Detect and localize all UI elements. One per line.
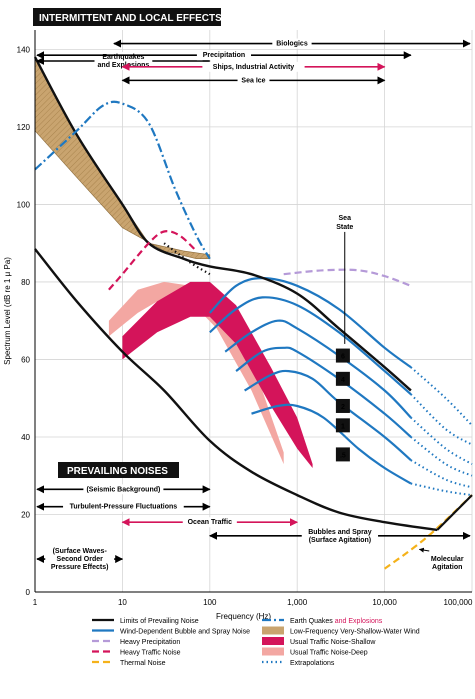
legend-swatch-7 bbox=[262, 647, 284, 656]
sea-state-box-4 bbox=[335, 447, 350, 462]
x-axis-label: Frequency (Hz) bbox=[216, 612, 271, 621]
arrow-label-9-1: Second Order bbox=[57, 556, 104, 563]
wind-curve-1 bbox=[251, 403, 412, 485]
arrow-label-9-0: (Surface Waves- bbox=[53, 548, 108, 555]
intermittent-header-text: INTERMITTENT AND LOCAL EFFECTS bbox=[39, 13, 222, 24]
sea-state-label-3: 1 bbox=[341, 423, 345, 430]
wind-curve-5 bbox=[209, 296, 412, 396]
arrow-label-bg-1 bbox=[272, 38, 312, 49]
wind-curve-extrap-1 bbox=[410, 482, 473, 497]
wind-curve-extrap-2 bbox=[410, 459, 473, 489]
arrow-label-bg-2 bbox=[196, 50, 252, 61]
arrow-label-bg-3 bbox=[202, 61, 305, 72]
wind-curve-3 bbox=[235, 346, 412, 438]
band-traffic_shallow bbox=[122, 281, 313, 468]
arrow-label-7-0: Ocean Traffic bbox=[188, 519, 232, 526]
arrow-label-bg-9 bbox=[45, 546, 115, 573]
molecular-label-0: Molecular bbox=[431, 556, 464, 563]
sea-state-title-0: Sea bbox=[339, 215, 352, 222]
arrow-label-2-0: Precipitation bbox=[203, 52, 245, 59]
molecular-label-1: Agitation bbox=[432, 564, 462, 571]
arrow-label-8-1: (Surface Agitation) bbox=[309, 537, 371, 544]
sea-state-box-1 bbox=[335, 371, 350, 386]
sea-state-label-1: 4 bbox=[341, 377, 345, 384]
series-thermal_solid bbox=[436, 494, 473, 531]
prevailing-header: PREVAILING NOISES bbox=[58, 462, 179, 478]
sea-state-label-2: 2 bbox=[341, 404, 345, 411]
x-tick-label-4: 10,000 bbox=[372, 598, 397, 607]
arrow-label-bg-4 bbox=[237, 75, 270, 86]
wind-curve-extrap-3 bbox=[410, 436, 473, 477]
arrow-label-1-0: Biologics bbox=[276, 41, 308, 48]
legend-label-1: Earth Quakes and Explosions bbox=[290, 618, 383, 625]
wind-curve-extrap-6 bbox=[410, 366, 473, 426]
sea-state-title-1: State bbox=[336, 224, 353, 231]
series-limit_upper bbox=[33, 56, 412, 392]
intermittent-header-box bbox=[33, 8, 221, 26]
legend-label-6: Heavy Traffic Noise bbox=[120, 650, 181, 657]
legend: Limits of Prevailing Noise Earth Quakes a… bbox=[92, 618, 420, 667]
y-tick-label-2: 40 bbox=[21, 433, 30, 442]
bands-layer bbox=[34, 56, 313, 468]
arrow-label-9-2: Pressure Effects) bbox=[51, 564, 109, 571]
legend-label-0: Limits of Prevailing Noise bbox=[120, 618, 199, 625]
series-extrap_upper bbox=[163, 242, 211, 276]
sea-state-box-0 bbox=[335, 348, 350, 363]
x-tick-label-3: 1,000 bbox=[287, 598, 308, 607]
legend-label-2: Wind-Dependent Bubble and Spray Noise bbox=[120, 629, 250, 636]
legend-label-3: Low-Frequency Very-Shallow-Water Wind bbox=[290, 629, 420, 636]
arrow-label-5-0: (Seismic Background) bbox=[86, 486, 160, 493]
arrow-label-8-0: Bubbles and Spray bbox=[308, 529, 372, 536]
legend-label-accent-1: and Explosions bbox=[333, 618, 383, 625]
wind-curve-4 bbox=[224, 319, 412, 419]
band-traffic_deep bbox=[108, 281, 284, 465]
legend-label-9: Extrapolations bbox=[290, 660, 335, 667]
x-tick-label-5: 100,000 bbox=[444, 598, 473, 607]
arrow-label-0-1: and Explosions bbox=[98, 62, 150, 69]
arrow-label-4-0: Sea Ice bbox=[241, 77, 265, 84]
y-tick-label-0: 0 bbox=[26, 588, 31, 597]
wind-curve-2 bbox=[244, 369, 412, 462]
y-tick-label-3: 60 bbox=[21, 355, 30, 364]
sea-state-box-2 bbox=[335, 398, 350, 413]
y-tick-label-6: 120 bbox=[17, 123, 31, 132]
arrow-label-bg-8 bbox=[301, 526, 379, 545]
x-tick-label-2: 100 bbox=[203, 598, 217, 607]
y-tick-label-1: 20 bbox=[21, 510, 30, 519]
series-heavy_precip bbox=[283, 268, 412, 287]
axes-layer: 0 20 40 60 80 100 120 140 1 10 100 1,000 10,000 100,0… bbox=[3, 30, 473, 621]
y-tick-label-7: 140 bbox=[17, 45, 31, 54]
wind-curve-6 bbox=[209, 276, 412, 369]
wind-curve-extrap-4 bbox=[410, 416, 473, 465]
legend-label-4: Heavy Precipitation bbox=[120, 639, 180, 646]
prevailing-header-text: PREVAILING NOISES bbox=[67, 466, 168, 477]
prevailing-header-box bbox=[58, 462, 179, 478]
y-tick-label-4: 80 bbox=[21, 278, 30, 287]
legend-label-7: Usual Traffic Noise-Deep bbox=[290, 650, 368, 657]
series-heavy_traffic bbox=[108, 230, 198, 291]
arrow-label-bg-7 bbox=[182, 517, 237, 528]
sea-state-label-0: 6 bbox=[341, 354, 345, 361]
intermittent-header: INTERMITTENT AND LOCAL EFFECTS bbox=[33, 8, 222, 26]
x-tick-label-1: 10 bbox=[118, 598, 127, 607]
sea-state-box-3 bbox=[335, 418, 350, 433]
curves-layer bbox=[33, 56, 473, 570]
molecular-pointer bbox=[418, 547, 430, 553]
legend-swatch-3 bbox=[262, 626, 284, 635]
x-tick-label-0: 1 bbox=[33, 598, 38, 607]
series-limit_lower bbox=[34, 248, 438, 532]
arrow-label-bg-5 bbox=[83, 484, 164, 495]
y-tick-label-5: 100 bbox=[17, 200, 31, 209]
arrow-label-3-0: Ships, Industrial Activity bbox=[213, 64, 295, 71]
y-axis-label: Spectrum Level (dB re 1 μ Pa) bbox=[3, 257, 12, 365]
arrow-label-6-0: Turbulent-Pressure Fluctuations bbox=[70, 504, 178, 511]
sea-state-label-4: .5 bbox=[340, 452, 346, 459]
arrow-label-bg-6 bbox=[63, 501, 184, 512]
legend-swatch-5 bbox=[262, 637, 284, 645]
legend-label-8: Thermal Noise bbox=[120, 660, 166, 667]
legend-label-5: Usual Traffic Noise-Shallow bbox=[290, 639, 376, 646]
